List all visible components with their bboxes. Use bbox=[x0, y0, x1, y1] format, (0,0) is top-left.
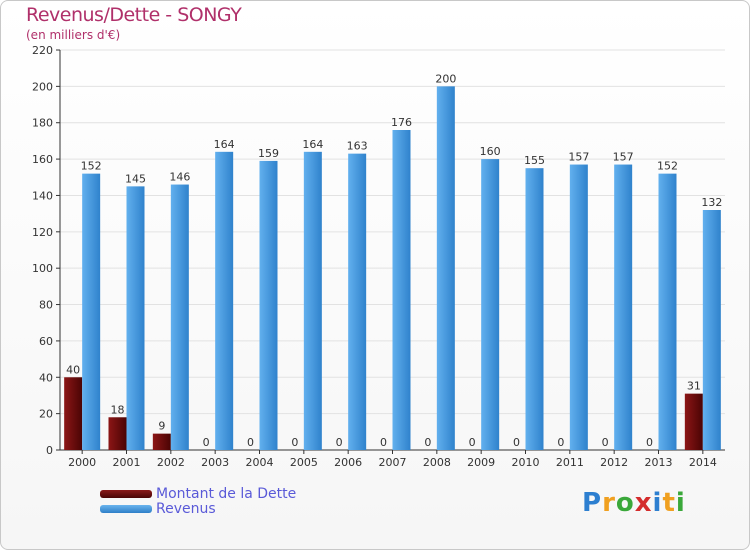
data-label-dette: 0 bbox=[336, 436, 343, 449]
data-label-dette: 0 bbox=[291, 436, 298, 449]
data-label-revenus: 163 bbox=[347, 140, 368, 153]
bar-revenus bbox=[126, 186, 145, 450]
chart-legend: Montant de la Dette Revenus bbox=[100, 485, 297, 517]
data-label-revenus: 145 bbox=[125, 172, 146, 185]
data-label-dette: 0 bbox=[380, 436, 387, 449]
data-label-revenus: 152 bbox=[81, 160, 102, 173]
data-label-dette: 0 bbox=[557, 436, 564, 449]
data-label-revenus: 157 bbox=[613, 151, 634, 164]
data-label-revenus: 146 bbox=[169, 171, 190, 184]
bar-revenus bbox=[658, 173, 677, 451]
logo-letter: r bbox=[602, 488, 616, 518]
data-label-dette: 18 bbox=[111, 403, 125, 416]
legend-swatch-dette bbox=[100, 489, 152, 498]
bar-revenus bbox=[170, 184, 189, 450]
data-label-revenus: 152 bbox=[657, 160, 678, 173]
bar-revenus bbox=[436, 86, 455, 450]
x-tick-label: 2002 bbox=[157, 456, 185, 469]
x-tick-label: 2001 bbox=[113, 456, 141, 469]
legend-label-revenus: Revenus bbox=[156, 500, 216, 517]
data-label-revenus: 164 bbox=[302, 138, 323, 151]
logo-letter: i bbox=[652, 488, 663, 518]
y-tick-label: 160 bbox=[32, 153, 53, 166]
bar-revenus bbox=[614, 164, 633, 450]
logo-letter: P bbox=[582, 488, 603, 518]
y-tick-label: 120 bbox=[32, 226, 53, 239]
bar-dette bbox=[64, 377, 83, 450]
y-tick-label: 20 bbox=[39, 408, 53, 421]
data-label-dette: 31 bbox=[687, 380, 701, 393]
data-label-revenus: 176 bbox=[391, 116, 412, 129]
x-tick-label: 2008 bbox=[423, 456, 451, 469]
data-label-dette: 0 bbox=[513, 436, 520, 449]
y-tick-label: 200 bbox=[32, 80, 53, 93]
bar-revenus bbox=[702, 210, 721, 450]
data-label-dette: 40 bbox=[66, 363, 80, 376]
bar-dette bbox=[152, 433, 171, 450]
legend-label-dette: Montant de la Dette bbox=[156, 485, 297, 502]
data-label-dette: 0 bbox=[203, 436, 210, 449]
logo-letter: t bbox=[662, 488, 676, 518]
bar-revenus bbox=[481, 159, 500, 450]
bar-revenus bbox=[348, 153, 367, 451]
data-label-dette: 9 bbox=[158, 420, 165, 433]
data-label-revenus: 164 bbox=[214, 138, 235, 151]
y-tick-label: 100 bbox=[32, 262, 53, 275]
x-tick-label: 2005 bbox=[290, 456, 318, 469]
data-label-revenus: 132 bbox=[701, 196, 722, 209]
x-tick-label: 2012 bbox=[600, 456, 628, 469]
x-tick-label: 2004 bbox=[246, 456, 274, 469]
x-tick-label: 2007 bbox=[379, 456, 407, 469]
x-tick-label: 2013 bbox=[645, 456, 673, 469]
chart-subtitle: (en milliers d'€) bbox=[26, 28, 121, 42]
bar-revenus bbox=[82, 173, 101, 451]
logo-letter: x bbox=[634, 488, 653, 518]
logo-letter: i bbox=[675, 488, 686, 518]
x-tick-label: 2000 bbox=[68, 456, 96, 469]
data-label-revenus: 155 bbox=[524, 154, 545, 167]
bar-revenus bbox=[215, 151, 234, 450]
y-tick-label: 0 bbox=[46, 444, 53, 457]
data-label-dette: 0 bbox=[424, 436, 431, 449]
data-label-revenus: 157 bbox=[568, 151, 589, 164]
y-tick-label: 220 bbox=[32, 44, 53, 57]
bar-revenus bbox=[303, 151, 322, 450]
x-tick-label: 2006 bbox=[334, 456, 362, 469]
bar-revenus bbox=[569, 164, 588, 450]
y-tick-label: 140 bbox=[32, 189, 53, 202]
bar-revenus bbox=[259, 160, 278, 450]
legend-item-revenus: Revenus bbox=[100, 500, 296, 517]
chart-title: Revenus/Dette - SONGY bbox=[26, 4, 242, 26]
y-tick-label: 60 bbox=[39, 335, 53, 348]
y-tick-label: 180 bbox=[32, 117, 53, 130]
data-label-revenus: 200 bbox=[435, 72, 456, 85]
bar-revenus bbox=[392, 130, 411, 450]
data-label-revenus: 160 bbox=[480, 145, 501, 158]
data-label-dette: 0 bbox=[247, 436, 254, 449]
data-label-dette: 0 bbox=[602, 436, 609, 449]
bar-revenus bbox=[525, 168, 544, 450]
proxiti-logo: Proxiti bbox=[582, 488, 686, 518]
y-tick-label: 80 bbox=[39, 299, 53, 312]
bar-dette bbox=[684, 393, 703, 450]
legend-item-dette: Montant de la Dette bbox=[100, 485, 297, 502]
legend-swatch-revenus bbox=[100, 504, 152, 513]
data-label-dette: 0 bbox=[469, 436, 476, 449]
bar-dette bbox=[108, 417, 127, 450]
data-label-dette: 0 bbox=[646, 436, 653, 449]
x-tick-label: 2003 bbox=[201, 456, 229, 469]
x-tick-label: 2011 bbox=[556, 456, 584, 469]
y-tick-label: 40 bbox=[39, 371, 53, 384]
x-tick-label: 2014 bbox=[689, 456, 717, 469]
x-tick-label: 2009 bbox=[467, 456, 495, 469]
logo-letter: o bbox=[615, 488, 635, 518]
data-label-revenus: 159 bbox=[258, 147, 279, 160]
x-tick-label: 2010 bbox=[512, 456, 540, 469]
